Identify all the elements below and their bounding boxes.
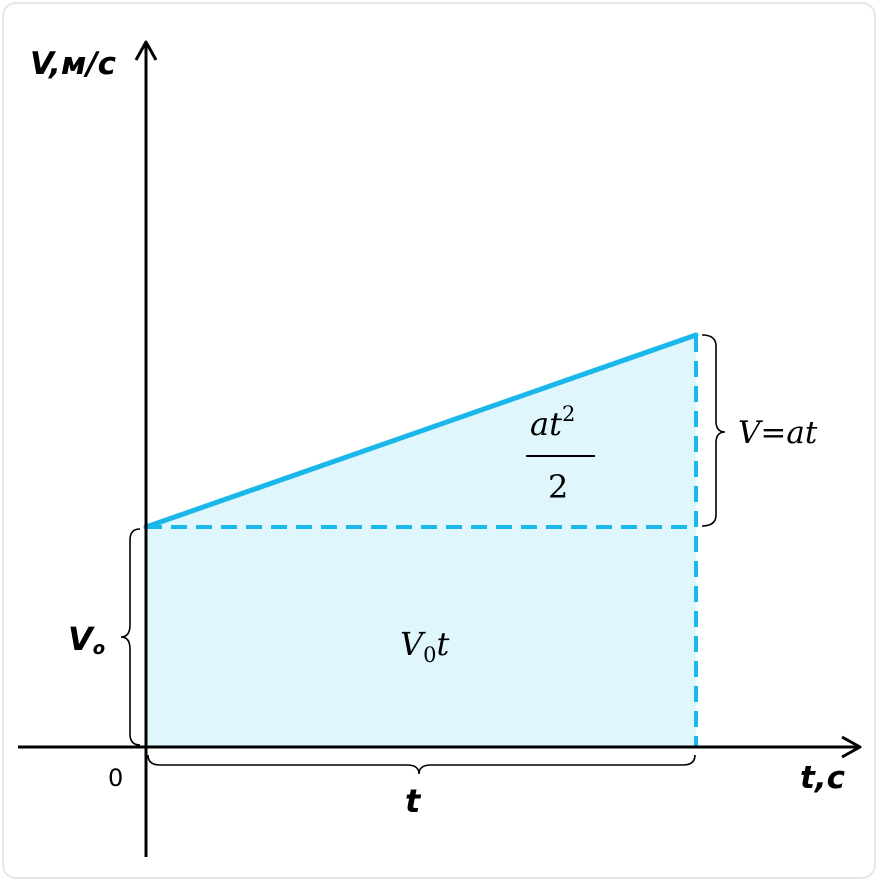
delta-v-brace [701,334,726,527]
y-axis-label: V,м/с [30,46,117,82]
origin-label: 0 [108,764,123,792]
rectangle-area [146,527,696,747]
v0-label: Vo [68,620,105,659]
t-label: t [405,782,422,820]
triangle-area-denominator: 2 [548,468,568,506]
v0-brace [120,528,141,746]
velocity-line [143,332,699,530]
rect-area-label: V0t [400,625,449,667]
t-brace [147,754,696,775]
delta-v-label: V=at [738,415,818,451]
x-axis-label: t,c [800,760,846,796]
triangle-area-numerator: at2 [530,402,575,443]
x-axis-arrow [841,735,862,759]
y-axis-arrow [134,40,158,61]
